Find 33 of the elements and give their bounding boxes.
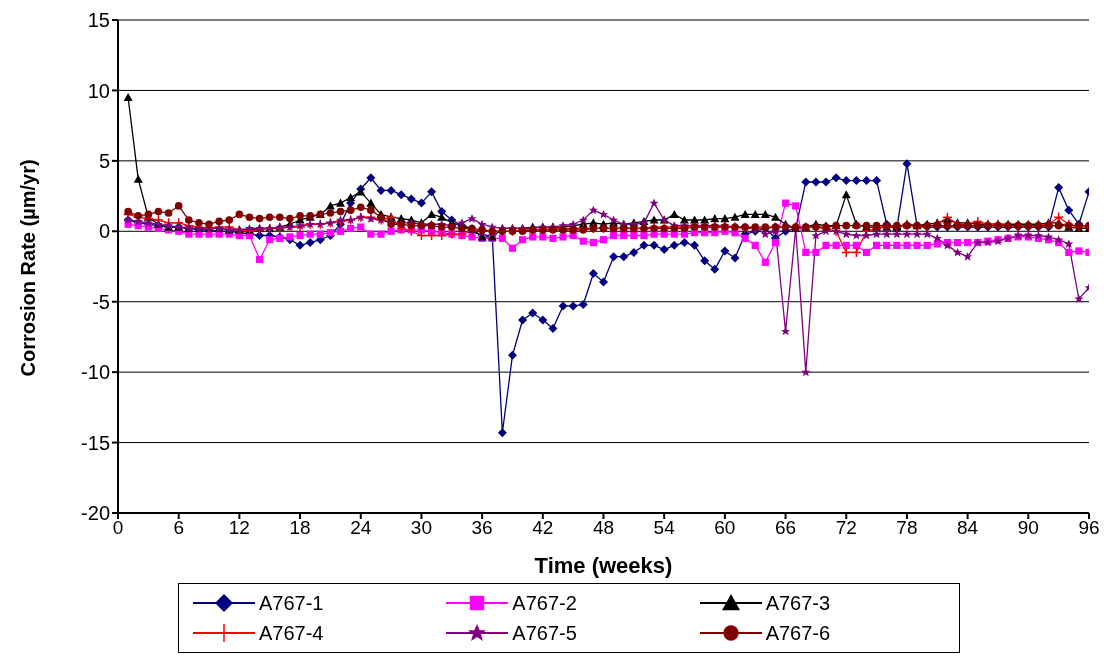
y-tick-label: 5	[98, 149, 110, 172]
x-tick-label: 48	[592, 517, 615, 539]
x-tick-label: 96	[1078, 517, 1100, 539]
x-tick-label: 12	[228, 517, 250, 539]
y-tick-label: 15	[87, 9, 110, 32]
y-tick-label: -15	[81, 431, 110, 454]
x-tick-label: 30	[410, 517, 433, 539]
x-tick-label: 42	[532, 517, 554, 539]
y-axis-title: Corrosion Rate (µm/yr)	[17, 159, 40, 377]
legend-label: A767-1	[259, 591, 324, 615]
y-tick-label: -5	[92, 290, 110, 313]
y-tick-label: -20	[81, 502, 110, 525]
x-tick-label: 60	[714, 517, 736, 539]
legend-label: A767-5	[512, 621, 577, 645]
x-tick-label: 72	[835, 517, 857, 539]
x-tick-label: 66	[774, 517, 797, 539]
y-tick-label: -10	[81, 361, 110, 384]
x-tick-label: 18	[289, 517, 311, 539]
x-tick-label: 54	[653, 517, 676, 539]
x-axis-title: Time (weeks)	[534, 553, 673, 578]
legend-label: A767-4	[259, 621, 324, 645]
y-tick-label: 0	[98, 220, 110, 243]
x-tick-label: 90	[1017, 517, 1039, 539]
x-tick-label: 6	[173, 517, 184, 539]
x-tick-label: 78	[896, 517, 918, 539]
x-tick-label: 84	[957, 517, 979, 539]
x-tick-label: 24	[350, 517, 372, 539]
legend-label: A767-3	[765, 591, 831, 615]
legend-label: A767-2	[512, 591, 577, 615]
x-tick-label: 36	[471, 517, 493, 539]
legend-label: A767-6	[765, 621, 831, 645]
x-tick-label: 0	[112, 517, 124, 539]
y-tick-label: 10	[87, 79, 110, 102]
